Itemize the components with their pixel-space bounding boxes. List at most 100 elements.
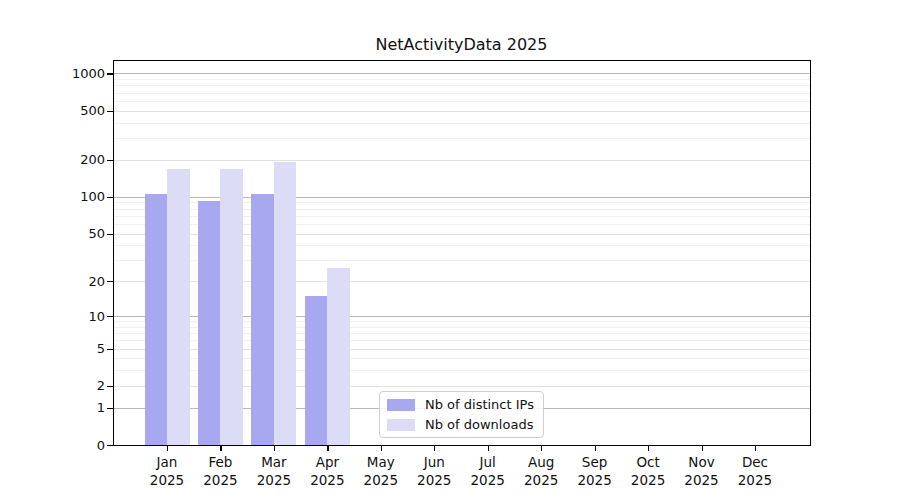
y-tick-label: 100 [45,188,105,206]
legend: Nb of distinct IPs Nb of downloads [379,391,544,438]
y-tick-label: 20 [45,273,105,291]
x-tick-mark [274,446,275,451]
bar-jan-ips [145,194,168,445]
y-tick-label: 2 [45,377,105,395]
x-tick-label-dec: Dec2025 [725,453,785,489]
plot-spine-right [810,60,811,446]
y-tick-label: 50 [45,225,105,243]
x-tick-year: 2025 [458,471,518,489]
x-tick-month: Dec [725,453,785,471]
y-tick-mark [107,234,113,235]
legend-label: Nb of distinct IPs [425,397,534,412]
x-tick-month: Jul [458,453,518,471]
x-tick-month: Jan [137,453,197,471]
plot-spine-left [113,60,114,446]
x-tick-month: Jun [404,453,464,471]
x-tick-mark [648,446,649,451]
soft-gridline [114,160,810,161]
minor-gridline [114,85,810,86]
major-gridline [114,197,810,198]
x-tick-label-mar: Mar2025 [244,453,304,489]
x-tick-label-nov: Nov2025 [672,453,732,489]
x-tick-mark [595,446,596,451]
legend-row: Nb of downloads [387,416,543,433]
y-tick-mark [107,111,113,112]
x-tick-year: 2025 [672,471,732,489]
x-tick-mark [434,446,435,451]
bar-apr-ips [305,296,328,445]
bar-mar-ips [251,194,274,445]
x-tick-month: Feb [190,453,250,471]
x-tick-mark [541,446,542,451]
x-tick-year: 2025 [244,471,304,489]
x-tick-year: 2025 [351,471,411,489]
x-tick-mark [488,446,489,451]
x-tick-label-jan: Jan2025 [137,453,197,489]
y-tick-mark [107,386,113,387]
x-tick-label-may: May2025 [351,453,411,489]
bar-feb-downloads [220,169,243,445]
y-tick-mark [107,445,113,446]
y-tick-label: 1 [45,399,105,417]
minor-gridline [114,101,810,102]
y-tick-label: 200 [45,151,105,169]
legend-swatch-downloads [387,419,415,431]
legend-label: Nb of downloads [425,417,533,432]
bar-jan-downloads [167,169,190,445]
y-tick-mark [107,281,113,282]
x-tick-mark [167,446,168,451]
plot-spine-bottom [113,445,811,446]
minor-gridline [114,93,810,94]
minor-gridline [114,138,810,139]
y-tick-label: 5 [45,340,105,358]
soft-gridline [114,111,810,112]
x-tick-label-oct: Oct2025 [618,453,678,489]
x-tick-year: 2025 [565,471,625,489]
x-tick-label-aug: Aug2025 [511,453,571,489]
legend-swatch-distinct-ips [387,399,415,411]
x-tick-year: 2025 [137,471,197,489]
y-tick-mark [107,349,113,350]
bar-mar-downloads [274,162,297,445]
x-tick-label-feb: Feb2025 [190,453,250,489]
y-tick-mark [107,160,113,161]
y-tick-mark [107,73,113,74]
x-tick-month: May [351,453,411,471]
x-tick-year: 2025 [297,471,357,489]
x-tick-year: 2025 [725,471,785,489]
x-tick-month: Nov [672,453,732,471]
x-tick-label-sep: Sep2025 [565,453,625,489]
y-tick-mark [107,197,113,198]
x-tick-year: 2025 [404,471,464,489]
bar-apr-downloads [327,268,350,445]
y-tick-label: 10 [45,308,105,326]
minor-gridline [114,79,810,80]
x-tick-mark [327,446,328,451]
x-tick-mark [220,446,221,451]
legend-row: Nb of distinct IPs [387,396,543,413]
x-tick-mark [755,446,756,451]
major-gridline [114,73,810,74]
x-tick-month: Apr [297,453,357,471]
x-tick-month: Mar [244,453,304,471]
plot-spine-top [113,60,811,61]
x-tick-month: Aug [511,453,571,471]
y-tick-label: 1000 [45,65,105,83]
chart-figure: NetActivityData 2025 0 1 2 5 10 20 50 100 200 500… [0,0,900,500]
bar-feb-ips [198,201,221,445]
y-tick-mark [107,316,113,317]
x-tick-label-apr: Apr2025 [297,453,357,489]
x-tick-label-jun: Jun2025 [404,453,464,489]
x-tick-mark [702,446,703,451]
x-tick-year: 2025 [511,471,571,489]
y-tick-mark [107,408,113,409]
minor-gridline [114,123,810,124]
x-tick-year: 2025 [618,471,678,489]
chart-title: NetActivityData 2025 [113,35,810,54]
y-tick-label: 0 [45,437,105,455]
x-tick-year: 2025 [190,471,250,489]
x-tick-mark [381,446,382,451]
y-tick-label: 500 [45,102,105,120]
x-tick-month: Oct [618,453,678,471]
x-tick-label-jul: Jul2025 [458,453,518,489]
